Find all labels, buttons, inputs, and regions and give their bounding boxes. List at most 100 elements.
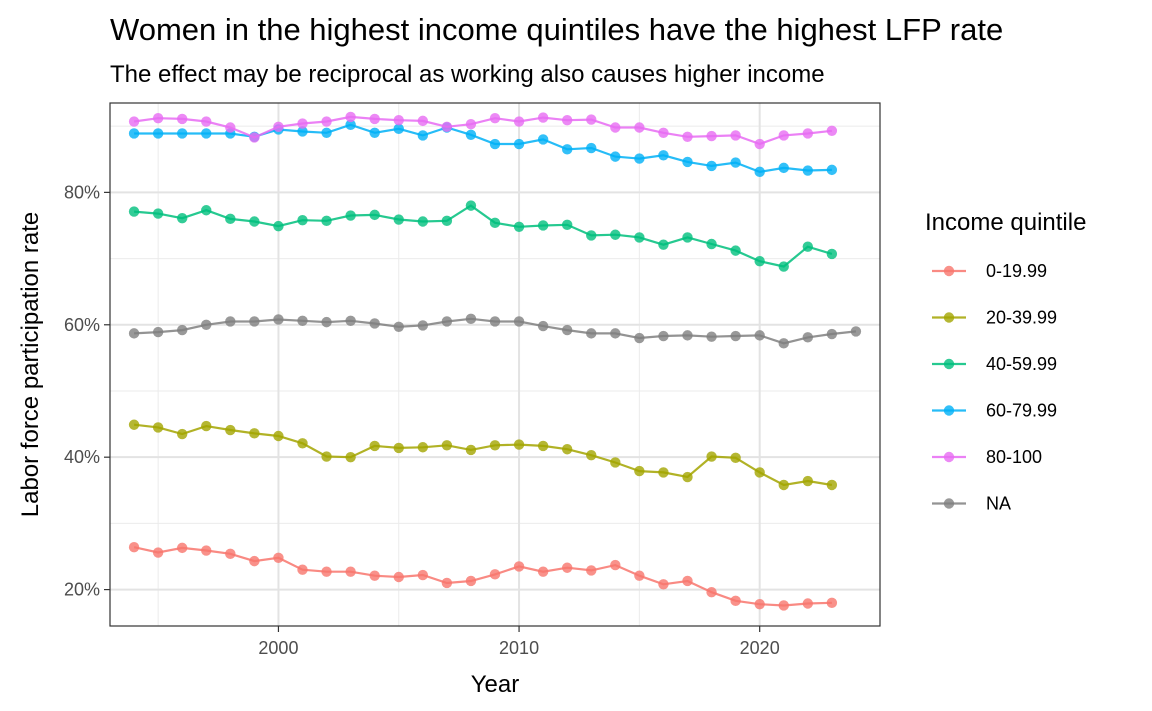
data-point — [730, 130, 741, 141]
data-point — [176, 324, 188, 336]
legend-item-40-59.99: 40-59.99 — [932, 354, 1057, 374]
data-point — [465, 200, 477, 211]
data-point — [176, 113, 188, 125]
data-point — [682, 471, 693, 483]
legend-label: 0-19.99 — [986, 261, 1047, 281]
data-point — [706, 160, 717, 172]
data-point — [128, 419, 140, 430]
data-point — [706, 451, 717, 462]
data-point — [201, 205, 212, 216]
data-point — [152, 128, 164, 139]
data-point — [393, 123, 404, 135]
data-point — [826, 164, 838, 176]
data-point — [225, 213, 236, 225]
y-tick-label: 60% — [64, 315, 100, 335]
series-0-19.99 — [128, 542, 838, 611]
data-point — [393, 321, 404, 332]
data-point — [778, 479, 789, 491]
data-point — [393, 214, 404, 225]
data-point — [369, 570, 380, 581]
data-point — [321, 116, 332, 127]
data-point — [297, 126, 308, 137]
series-NA — [128, 313, 862, 349]
data-point — [176, 428, 188, 440]
chart-subtitle: The effect may be reciprocal as working … — [110, 61, 825, 88]
data-point — [489, 569, 501, 580]
data-point — [802, 598, 814, 609]
data-point — [778, 261, 789, 272]
data-point — [802, 241, 814, 252]
data-point — [369, 113, 380, 125]
data-point — [658, 467, 669, 478]
y-tick-label: 20% — [64, 580, 100, 600]
data-point — [682, 575, 693, 587]
data-point — [441, 577, 453, 589]
data-point — [369, 127, 380, 138]
data-point — [345, 451, 356, 463]
data-point — [706, 331, 717, 342]
data-point — [754, 467, 765, 478]
data-point — [658, 330, 669, 342]
data-point — [850, 326, 862, 337]
data-point — [369, 209, 380, 221]
data-point — [513, 116, 525, 127]
data-point — [297, 438, 308, 449]
data-point — [586, 565, 597, 576]
data-point — [297, 118, 308, 129]
data-point — [561, 144, 573, 155]
data-point — [417, 216, 429, 227]
axes: 2000 2010 2020 20% 40% 60% 80% — [64, 182, 780, 658]
data-point — [537, 220, 549, 231]
y-tick-label: 80% — [64, 182, 100, 202]
data-point — [610, 122, 621, 133]
legend-title: Income quintile — [925, 209, 1086, 236]
data-point — [754, 330, 765, 341]
data-point — [561, 324, 573, 336]
data-point — [826, 125, 838, 137]
data-point — [489, 138, 501, 150]
data-point — [225, 316, 236, 327]
data-point — [249, 555, 260, 567]
data-point — [658, 239, 669, 250]
data-point — [465, 575, 477, 587]
legend-key-point — [943, 405, 955, 416]
x-tick-label: 2010 — [499, 638, 539, 658]
data-point — [778, 130, 789, 141]
data-point — [345, 210, 356, 221]
data-point — [321, 451, 332, 462]
data-point — [321, 215, 332, 227]
data-point — [201, 545, 212, 556]
data-point — [152, 326, 164, 338]
data-point — [128, 328, 140, 339]
legend: Income quintile 0-19.99 20-39.99 40-59.99 6… — [925, 209, 1086, 514]
data-point — [586, 230, 597, 241]
data-point — [465, 118, 477, 130]
series-80-100 — [128, 111, 838, 150]
data-point — [610, 457, 621, 468]
data-point — [176, 128, 188, 139]
data-point — [465, 129, 477, 140]
data-point — [513, 561, 525, 572]
data-point — [201, 128, 212, 139]
legend-key-point — [943, 451, 955, 463]
data-point — [393, 115, 404, 126]
data-point — [754, 166, 765, 178]
data-point — [561, 562, 573, 573]
data-point — [561, 219, 573, 231]
data-point — [682, 330, 693, 341]
data-point — [537, 134, 549, 145]
data-point — [706, 587, 717, 598]
data-point — [369, 318, 380, 329]
data-point — [586, 328, 597, 339]
data-point — [249, 216, 260, 227]
data-point — [249, 132, 260, 143]
data-point — [441, 121, 453, 133]
data-point — [297, 315, 308, 327]
data-point — [489, 217, 501, 229]
y-tick-label: 40% — [64, 447, 100, 467]
x-axis-title: Year — [471, 671, 520, 698]
data-point — [441, 440, 453, 451]
data-point — [586, 142, 597, 154]
data-point — [754, 138, 765, 150]
